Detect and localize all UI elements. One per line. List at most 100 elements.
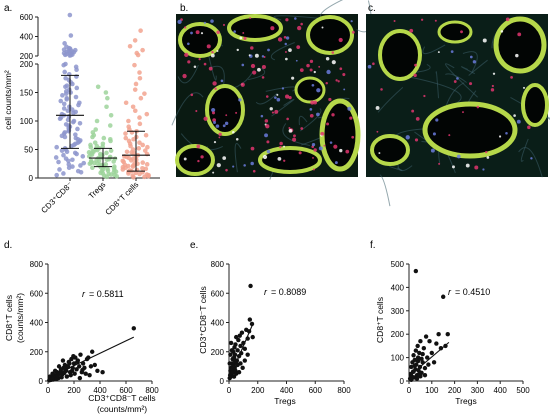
chart-a-point bbox=[142, 174, 147, 180]
chart-a-point bbox=[123, 135, 129, 141]
chart-e-point bbox=[235, 348, 240, 353]
chart-e-point bbox=[236, 370, 242, 375]
cell-marker bbox=[190, 31, 193, 35]
cell-marker bbox=[318, 146, 323, 151]
chart-d-ytick-label: 600 bbox=[30, 289, 44, 298]
cell-marker bbox=[347, 106, 352, 111]
cell-marker bbox=[423, 94, 426, 98]
cell-marker bbox=[279, 145, 282, 149]
cell-marker bbox=[195, 110, 198, 113]
gland-epithelium bbox=[227, 14, 283, 42]
chart-a-point bbox=[130, 164, 136, 169]
chart-f-point bbox=[445, 332, 450, 337]
chart-a-point bbox=[74, 67, 79, 72]
cell-marker bbox=[432, 132, 436, 136]
chart-f-point bbox=[415, 355, 421, 360]
chart-a-ytick-label: 400 bbox=[20, 33, 34, 42]
cell-marker bbox=[252, 70, 257, 75]
chart-a-point bbox=[138, 95, 144, 101]
stroma-fiber bbox=[270, 42, 295, 61]
cell-marker bbox=[434, 19, 437, 22]
cell-marker bbox=[195, 30, 200, 35]
cell-marker bbox=[196, 144, 201, 149]
chart-a-point bbox=[145, 144, 150, 150]
chart-a-ytick-label: 0 bbox=[29, 174, 34, 183]
cell-marker bbox=[482, 38, 487, 43]
chart-a-point bbox=[62, 134, 68, 140]
chart-a-ytick-label: 100 bbox=[20, 117, 34, 126]
cell-marker bbox=[260, 114, 264, 118]
chart-a-point bbox=[93, 127, 99, 132]
chart-a-point bbox=[137, 171, 142, 177]
chart-a-point bbox=[62, 52, 68, 58]
cell-marker bbox=[316, 88, 321, 93]
chart-a-point bbox=[136, 146, 142, 151]
chart-a-point bbox=[58, 98, 64, 104]
chart-d-point bbox=[52, 368, 58, 373]
cell-marker bbox=[222, 23, 226, 26]
stroma-fiber bbox=[207, 52, 217, 81]
chart-a-point bbox=[114, 173, 120, 179]
chart-a-point bbox=[137, 115, 142, 120]
chart-f-point bbox=[413, 348, 419, 353]
chart-a-point bbox=[140, 142, 146, 148]
chart-a-point bbox=[123, 131, 128, 136]
chart-f-point bbox=[436, 332, 441, 337]
chart-f-xtick-label: 200 bbox=[448, 386, 462, 395]
cell-marker bbox=[285, 36, 290, 40]
chart-e-ytick-label: 600 bbox=[211, 289, 225, 298]
chart-d-point bbox=[55, 373, 60, 379]
cell-marker bbox=[326, 69, 331, 75]
cell-marker bbox=[238, 98, 242, 102]
chart-e-ytick-label: 400 bbox=[211, 319, 225, 328]
cell-marker bbox=[476, 105, 480, 109]
cell-marker bbox=[438, 162, 441, 165]
cell-marker bbox=[239, 36, 243, 40]
chart-a-point bbox=[61, 62, 67, 68]
cell-marker bbox=[254, 53, 259, 58]
cell-marker bbox=[349, 116, 353, 120]
stroma-fiber bbox=[171, 92, 204, 126]
chart-a-point bbox=[70, 119, 76, 125]
cell-marker bbox=[300, 22, 303, 26]
chart-a-point bbox=[143, 166, 149, 172]
cell-marker bbox=[233, 30, 237, 33]
panel-label-b: b. bbox=[180, 3, 188, 14]
chart-d-ytick-label: 400 bbox=[30, 319, 44, 328]
stroma-fiber bbox=[248, 67, 266, 81]
cell-marker bbox=[415, 117, 420, 121]
chart-a-ytick-label: 50 bbox=[24, 146, 33, 155]
cell-marker bbox=[485, 150, 488, 154]
cell-marker bbox=[285, 57, 288, 61]
gland-epithelium bbox=[306, 15, 354, 55]
chart-e-xtick-label: 800 bbox=[337, 386, 351, 395]
cell-marker bbox=[240, 82, 245, 87]
chart-d-point bbox=[77, 364, 82, 369]
chart-a-point bbox=[135, 52, 141, 58]
cell-marker bbox=[331, 60, 336, 65]
cell-marker bbox=[200, 32, 204, 35]
chart-a-point bbox=[90, 134, 95, 140]
cell-marker bbox=[264, 119, 269, 123]
stroma-fiber bbox=[445, 82, 465, 108]
gland-epithelium bbox=[370, 134, 410, 166]
cell-marker bbox=[216, 163, 221, 168]
cell-marker bbox=[284, 42, 288, 46]
chart-f-point bbox=[417, 371, 422, 377]
chart-f-point bbox=[423, 334, 429, 339]
cell-marker bbox=[343, 88, 346, 91]
gland-epithelium bbox=[521, 83, 549, 127]
cell-marker bbox=[312, 156, 314, 159]
chart-a-point bbox=[73, 132, 78, 137]
chart-a-point bbox=[57, 167, 62, 172]
chart-a-point bbox=[77, 120, 83, 126]
chart-e-point bbox=[245, 352, 250, 357]
chart-d-point bbox=[56, 364, 62, 369]
cell-marker bbox=[248, 54, 251, 57]
chart-e-xtick-label: 0 bbox=[227, 386, 232, 395]
cell-marker bbox=[329, 141, 333, 144]
chart-a-point bbox=[71, 110, 76, 116]
cell-marker bbox=[323, 144, 326, 147]
chart-f-ytick-label: 500 bbox=[391, 260, 405, 269]
cell-marker bbox=[527, 125, 531, 130]
